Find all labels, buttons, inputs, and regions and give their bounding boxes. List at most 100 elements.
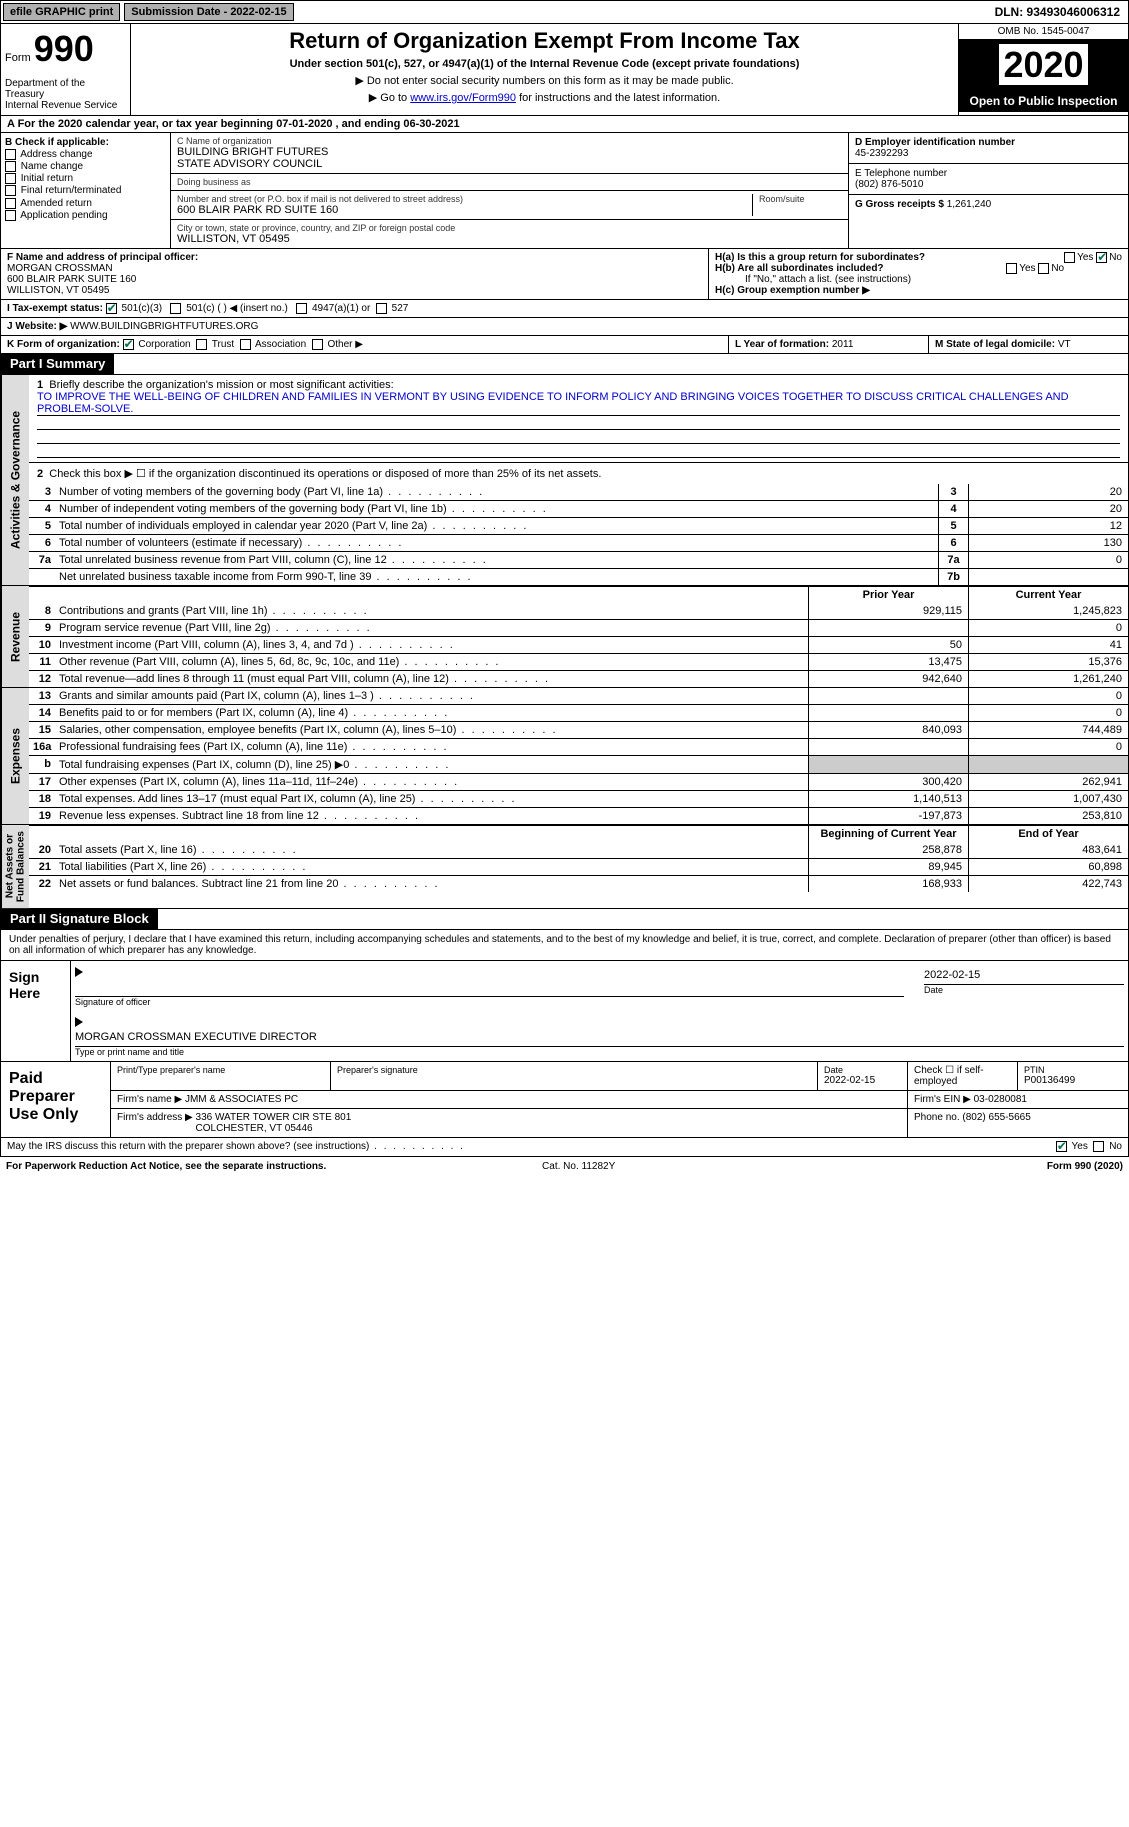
form-footer: Form 990 (2020)	[1047, 1161, 1123, 1172]
chk-other[interactable]	[312, 339, 323, 350]
declaration: Under penalties of perjury, I declare th…	[0, 930, 1129, 961]
sign-here-block: Sign Here Signature of officer 2022-02-1…	[0, 961, 1129, 1062]
chk-corp[interactable]	[123, 339, 134, 350]
firm-name-label: Firm's name ▶	[117, 1094, 182, 1105]
summary-line: 14Benefits paid to or for members (Part …	[29, 704, 1128, 721]
vtab-governance: Activities & Governance	[1, 375, 29, 585]
row-j: J Website: ▶ WWW.BUILDINGBRIGHTFUTURES.O…	[0, 318, 1129, 336]
summary-line: 21Total liabilities (Part X, line 26)89,…	[29, 858, 1128, 875]
row-a-tax-year: A For the 2020 calendar year, or tax yea…	[0, 116, 1129, 133]
h-c: H(c) Group exemption number ▶	[715, 285, 870, 296]
p-ptin: P00136499	[1024, 1075, 1122, 1086]
summary-line: 8Contributions and grants (Part VIII, li…	[29, 603, 1128, 619]
summary-line: Net unrelated business taxable income fr…	[29, 568, 1128, 585]
q1-label: Briefly describe the organization's miss…	[49, 379, 393, 391]
c-dba-label: Doing business as	[177, 177, 842, 187]
chk-assoc[interactable]	[240, 339, 251, 350]
chk-4947[interactable]	[296, 303, 307, 314]
d-label: D Employer identification number	[855, 137, 1015, 148]
part1-revenue: Revenue Prior Year Current Year 8Contrib…	[0, 586, 1129, 688]
cat-no: Cat. No. 11282Y	[542, 1161, 615, 1172]
form-id-box: Form 990 Department of the Treasury Inte…	[1, 24, 131, 115]
discuss-label: May the IRS discuss this return with the…	[7, 1141, 465, 1152]
p-self-employed[interactable]: Check ☐ if self-employed	[908, 1062, 1018, 1090]
top-bar: efile GRAPHIC print Submission Date - 20…	[0, 0, 1129, 24]
form-note-link: ▶ Go to www.irs.gov/Form990 for instruct…	[135, 91, 954, 104]
c-name-label: C Name of organization	[177, 136, 842, 146]
sig-date: 2022-02-15	[924, 969, 1124, 985]
firm-ein-label: Firm's EIN ▶	[914, 1094, 971, 1105]
c-org-name: BUILDING BRIGHT FUTURES STATE ADVISORY C…	[177, 146, 842, 170]
col-prior-year: Prior Year	[808, 587, 968, 603]
col-end: End of Year	[968, 826, 1128, 842]
form-header: Form 990 Department of the Treasury Inte…	[0, 24, 1129, 116]
chk-501c[interactable]	[170, 303, 181, 314]
box-h: H(a) Is this a group return for subordin…	[708, 249, 1128, 299]
efile-print-button[interactable]: efile GRAPHIC print	[3, 3, 120, 21]
box-d-e-g: D Employer identification number 45-2392…	[848, 133, 1128, 248]
irs-link[interactable]: www.irs.gov/Form990	[410, 92, 516, 104]
j-label: J Website: ▶	[7, 321, 67, 332]
note2-pre: ▶ Go to	[369, 92, 410, 104]
d-ein: 45-2392293	[855, 148, 908, 159]
box-b-header: B Check if applicable:	[5, 137, 109, 148]
col-current-year: Current Year	[968, 587, 1128, 603]
form-title: Return of Organization Exempt From Incom…	[135, 28, 954, 54]
form-title-box: Return of Organization Exempt From Incom…	[131, 24, 958, 115]
pra-notice: For Paperwork Reduction Act Notice, see …	[6, 1161, 326, 1172]
tax-year: 2020	[959, 40, 1128, 90]
chk-name-change[interactable]: Name change	[5, 161, 166, 172]
g-label: G Gross receipts $	[855, 199, 944, 210]
part2-header: Part II Signature Block	[1, 909, 158, 929]
firm-addr: 336 WATER TOWER CIR STE 801 COLCHESTER, …	[196, 1112, 352, 1134]
c-room-label: Room/suite	[759, 194, 842, 204]
c-city-label: City or town, state or province, country…	[177, 223, 842, 233]
part1-body: Activities & Governance 1 Briefly descri…	[0, 375, 1129, 586]
k-label: K Form of organization:	[7, 339, 120, 350]
h-b-note: If "No," attach a list. (see instruction…	[715, 274, 1122, 285]
firm-addr-label: Firm's address ▶	[117, 1112, 193, 1123]
f-officer-addr: 600 BLAIR PARK SUITE 160 WILLISTON, VT 0…	[7, 274, 136, 296]
chk-initial-return[interactable]: Initial return	[5, 173, 166, 184]
f-label: F Name and address of principal officer:	[7, 252, 198, 263]
form-note-ssn: ▶ Do not enter social security numbers o…	[135, 74, 954, 87]
summary-line: bTotal fundraising expenses (Part IX, co…	[29, 755, 1128, 773]
summary-line: 12Total revenue—add lines 8 through 11 (…	[29, 670, 1128, 687]
form-number: 990	[34, 28, 94, 69]
summary-line: 18Total expenses. Add lines 13–17 (must …	[29, 790, 1128, 807]
firm-name: JMM & ASSOCIATES PC	[185, 1094, 298, 1105]
form-subtitle: Under section 501(c), 527, or 4947(a)(1)…	[135, 58, 954, 70]
summary-line: 22Net assets or fund balances. Subtract …	[29, 875, 1128, 892]
row-i: I Tax-exempt status: 501(c)(3) 501(c) ( …	[0, 300, 1129, 318]
note2-post: for instructions and the latest informat…	[519, 92, 720, 104]
chk-trust[interactable]	[196, 339, 207, 350]
c-addr: 600 BLAIR PARK RD SUITE 160	[177, 204, 752, 216]
chk-501c3[interactable]	[106, 303, 117, 314]
h-b: H(b) Are all subordinates included?	[715, 263, 884, 274]
chk-final-return[interactable]: Final return/terminated	[5, 185, 166, 196]
sig-date-label: Date	[924, 985, 1124, 995]
summary-line: 4Number of independent voting members of…	[29, 500, 1128, 517]
summary-line: 13Grants and similar amounts paid (Part …	[29, 688, 1128, 704]
form-prefix: Form	[5, 52, 31, 64]
chk-527[interactable]	[376, 303, 387, 314]
discuss-no[interactable]	[1093, 1141, 1104, 1152]
paid-preparer-label: Paid Preparer Use Only	[1, 1062, 111, 1137]
m-label: M State of legal domicile:	[935, 339, 1055, 350]
p-sig-label: Preparer's signature	[337, 1065, 811, 1075]
l-label: L Year of formation:	[735, 339, 829, 350]
discuss-yes[interactable]	[1056, 1141, 1067, 1152]
firm-ein: 03-0280081	[974, 1094, 1027, 1105]
summary-line: 17Other expenses (Part IX, column (A), l…	[29, 773, 1128, 790]
arrow-icon	[75, 967, 83, 977]
chk-address-change[interactable]: Address change	[5, 149, 166, 160]
summary-line: 20Total assets (Part X, line 16)258,8784…	[29, 842, 1128, 858]
box-c: C Name of organization BUILDING BRIGHT F…	[171, 133, 848, 248]
chk-app-pending[interactable]: Application pending	[5, 210, 166, 221]
year-box: OMB No. 1545-0047 2020 Open to Public In…	[958, 24, 1128, 115]
chk-amended[interactable]: Amended return	[5, 198, 166, 209]
paid-preparer-block: Paid Preparer Use Only Print/Type prepar…	[0, 1062, 1129, 1138]
summary-line: 5Total number of individuals employed in…	[29, 517, 1128, 534]
omb-number: OMB No. 1545-0047	[959, 24, 1128, 40]
summary-line: 16aProfessional fundraising fees (Part I…	[29, 738, 1128, 755]
